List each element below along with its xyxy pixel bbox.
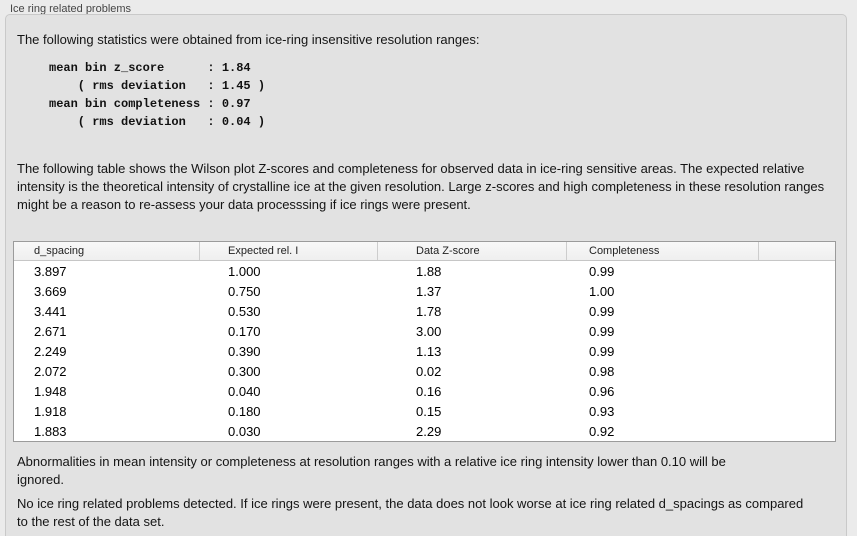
panel-title: Ice ring related problems (10, 3, 132, 15)
stat-line-mean-zscore: mean bin z_score : 1.84 (49, 61, 251, 75)
table-row[interactable]: 3.897 1.000 1.88 0.99 (14, 261, 835, 281)
table-cell: 2.249 (34, 343, 67, 359)
table-cell: 0.93 (589, 403, 615, 419)
table-row[interactable]: 3.669 0.750 1.37 1.00 (14, 281, 835, 301)
stats-block: mean bin z_score : 1.84 ( rms deviation … (49, 59, 265, 131)
table-cell: 0.02 (416, 363, 442, 379)
table-cell: 0.98 (589, 363, 615, 379)
table-header-row: d_spacing Expected rel. I Data Z-score C… (14, 242, 835, 261)
ice-ring-group-box: The following statistics were obtained f… (5, 14, 847, 536)
stat-line-rms-completeness: ( rms deviation : 0.04 ) (49, 115, 266, 129)
table-cell: 2.29 (416, 423, 442, 439)
table-cell: 1.918 (34, 403, 67, 419)
table-cell: 0.530 (228, 303, 261, 319)
table-row[interactable]: 3.441 0.530 1.78 0.99 (14, 301, 835, 321)
column-header-expected-rel-i[interactable]: Expected rel. I (200, 242, 378, 260)
table-cell: 1.37 (416, 283, 442, 299)
table-cell: 0.96 (589, 383, 615, 399)
column-header-d-spacing[interactable]: d_spacing (14, 242, 200, 260)
table-cell: 0.180 (228, 403, 261, 419)
table-cell: 3.669 (34, 283, 67, 299)
table-cell: 2.072 (34, 363, 67, 379)
table-cell: 0.99 (589, 303, 615, 319)
table-cell: 3.00 (416, 323, 442, 339)
table-row[interactable]: 1.918 0.180 0.15 0.93 (14, 401, 835, 421)
column-header-completeness[interactable]: Completeness (567, 242, 759, 260)
table-cell: 0.16 (416, 383, 442, 399)
result-note-text: No ice ring related problems detected. I… (17, 496, 804, 529)
table-row[interactable]: 1.948 0.040 0.16 0.96 (14, 381, 835, 401)
table-cell: 1.13 (416, 343, 442, 359)
table-description-text: The following table shows the Wilson plo… (17, 161, 825, 212)
table-cell: 0.99 (589, 263, 615, 279)
table-cell: 1.78 (416, 303, 442, 319)
table-cell: 0.750 (228, 283, 261, 299)
table-row[interactable]: 2.072 0.300 0.02 0.98 (14, 361, 835, 381)
column-header-data-z-score[interactable]: Data Z-score (378, 242, 567, 260)
table-cell: 3.441 (34, 303, 67, 319)
table-cell: 1.00 (589, 283, 615, 299)
table-cell: 0.170 (228, 323, 261, 339)
table-cell: 0.15 (416, 403, 442, 419)
table-row[interactable]: 2.249 0.390 1.13 0.99 (14, 341, 835, 361)
table-cell: 0.99 (589, 323, 615, 339)
table-cell: 0.300 (228, 363, 261, 379)
table-cell: 0.390 (228, 343, 261, 359)
table-cell: 0.92 (589, 423, 615, 439)
ignore-note-text: Abnormalities in mean intensity or compl… (17, 454, 726, 487)
table-cell: 0.030 (228, 423, 261, 439)
table-cell: 2.671 (34, 323, 67, 339)
table-body: 3.897 1.000 1.88 0.99 3.669 0.750 1.37 1.00 3.44… (14, 261, 835, 441)
stat-line-rms-zscore: ( rms deviation : 1.45 ) (49, 79, 266, 93)
table-cell: 1.88 (416, 263, 442, 279)
stats-intro-text: The following statistics were obtained f… (17, 32, 480, 47)
table-row[interactable]: 1.883 0.030 2.29 0.92 (14, 421, 835, 441)
table-row[interactable]: 2.671 0.170 3.00 0.99 (14, 321, 835, 341)
table-cell: 1.948 (34, 383, 67, 399)
stat-line-mean-completeness: mean bin completeness : 0.97 (49, 97, 251, 111)
column-header-empty[interactable] (759, 242, 835, 260)
table-cell: 0.040 (228, 383, 261, 399)
table-cell: 1.883 (34, 423, 67, 439)
ice-ring-table: d_spacing Expected rel. I Data Z-score C… (13, 241, 836, 442)
table-cell: 1.000 (228, 263, 261, 279)
table-cell: 0.99 (589, 343, 615, 359)
table-cell: 3.897 (34, 263, 67, 279)
